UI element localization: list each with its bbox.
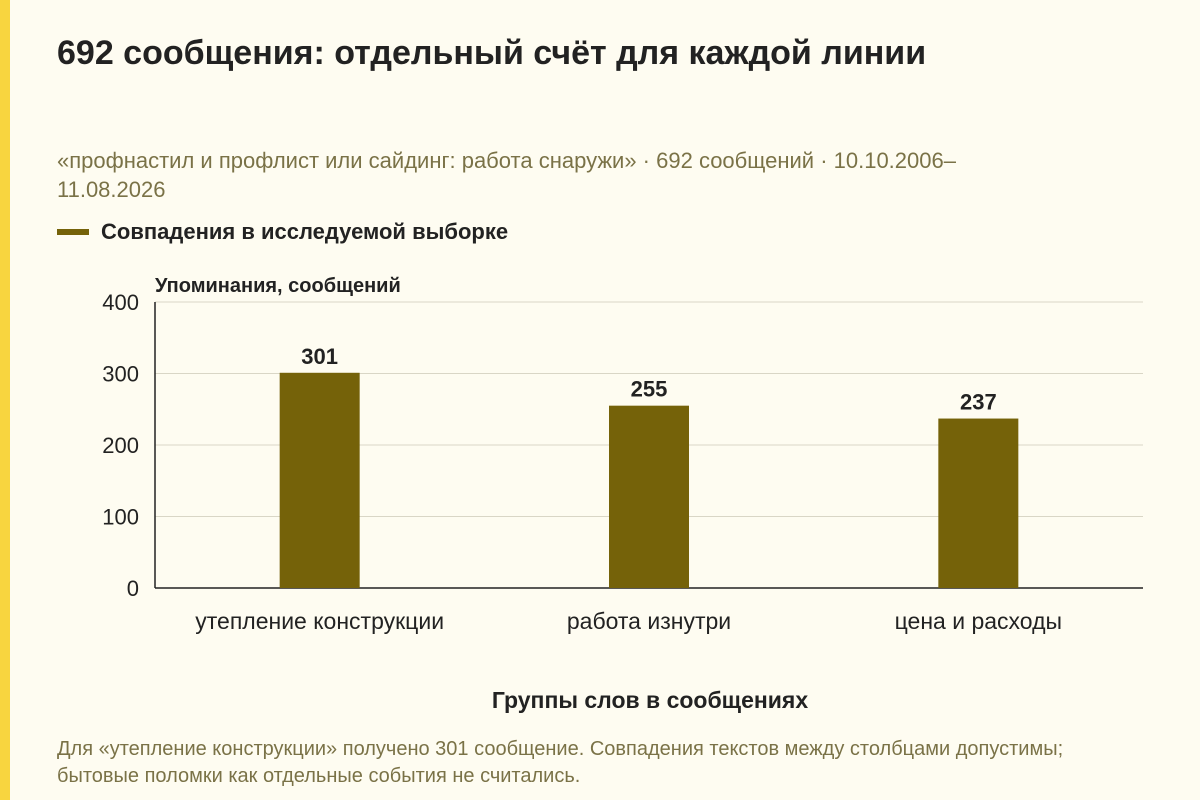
x-tick-label: утепление конструкции: [195, 608, 444, 634]
bar: [279, 372, 360, 588]
legend-label: Совпадения в исследуемой выборке: [101, 219, 509, 244]
labels: 0 100 200 300 400 Упоминания, сообщений 301 уте…: [102, 275, 1062, 713]
y-tick-label: 300: [102, 362, 139, 387]
chart-subtitle: «профнастил и профлист или сайдинг: рабо…: [57, 148, 956, 202]
bars: [279, 372, 1019, 588]
y-tick-label: 100: [102, 505, 139, 530]
bar: [609, 405, 689, 588]
accent-strip: [0, 0, 10, 800]
chart-title: 692 сообщения: отдельный счёт для каждой…: [57, 34, 927, 72]
y-axis-title: Упоминания, сообщений: [155, 275, 401, 297]
data-label: 301: [301, 344, 338, 369]
legend: Совпадения в исследуемой выборке: [57, 219, 508, 245]
data-label: 237: [960, 390, 997, 415]
y-tick-label: 400: [102, 290, 139, 315]
bar: [938, 418, 1019, 588]
x-tick-label: работа изнутри: [567, 608, 731, 634]
x-axis-title: Группы слов в сообщениях: [492, 687, 808, 713]
x-tick-label: цена и расходы: [895, 608, 1062, 634]
y-tick-label: 200: [102, 433, 139, 458]
y-tick-label: 0: [127, 576, 139, 601]
data-label: 255: [631, 377, 668, 402]
legend-swatch: [57, 229, 89, 235]
footnote: Для «утепление конструкции» получено 301…: [57, 738, 1064, 787]
